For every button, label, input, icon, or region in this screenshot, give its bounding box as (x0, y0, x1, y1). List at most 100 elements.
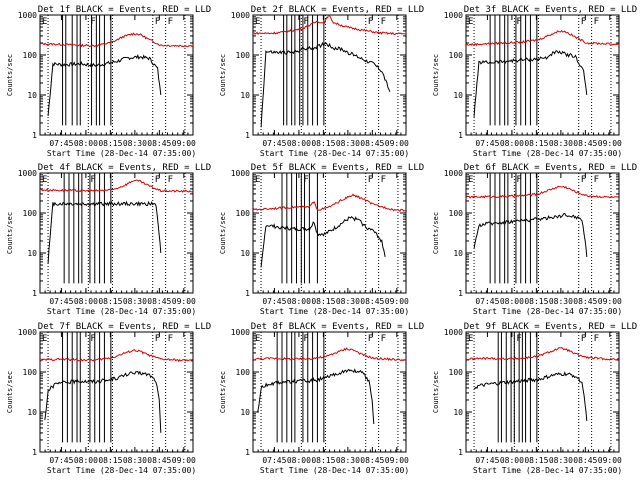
x-tick-label: 08:30 (336, 139, 360, 148)
detector-panel-2: Det 2f BLACK = Events, RED = LLD Counts/s… (219, 5, 424, 158)
x-tick-label: 08:00 (500, 456, 524, 465)
flag-label: F (581, 17, 586, 27)
y-tick-label: 10 (453, 91, 463, 100)
detector-panel-1: Det 1f BLACK = Events, RED = LLD Counts/s… (6, 5, 211, 158)
y-tick-label: 1 (245, 448, 250, 457)
lld-series-line (253, 193, 406, 213)
x-tick-label: 08:45 (360, 297, 384, 306)
panel-title: Det 5f BLACK = Events, RED = LLD (251, 163, 424, 173)
plot-frame (465, 14, 620, 136)
flag-label: F (303, 17, 308, 27)
y-tick-label: 1000 (444, 169, 463, 178)
panel-title: Det 2f BLACK = Events, RED = LLD (251, 5, 424, 15)
panel-title: Det 4f BLACK = Events, RED = LLD (38, 163, 211, 173)
detector-panel-4: Det 4f BLACK = Events, RED = LLD Counts/s… (6, 163, 211, 316)
x-tick-label: 08:45 (360, 456, 384, 465)
y-tick-label: 10 (27, 91, 37, 100)
flag-label-start: E (255, 334, 260, 344)
flag-label: F (516, 334, 521, 344)
y-tick-label: 10 (453, 408, 463, 417)
x-tick-label: 07:45 (262, 297, 286, 306)
flag-label: F (368, 175, 373, 185)
x-tick-label: 09:00 (172, 456, 196, 465)
flag-label: F (90, 175, 95, 185)
events-series-line (47, 200, 162, 264)
lld-series-line (466, 347, 619, 361)
x-tick-label: 09:00 (598, 297, 622, 306)
flag-label: F (368, 334, 373, 344)
x-tick-label: 08:00 (500, 139, 524, 148)
x-tick-label: 08:00 (74, 297, 98, 306)
flag-label: F (168, 334, 173, 344)
flag-label-start: E (255, 17, 260, 27)
flag-label-start: E (255, 175, 260, 185)
x-tick-label: 08:30 (336, 456, 360, 465)
flag-label: F (381, 175, 386, 185)
x-tick-label: 07:45 (49, 297, 73, 306)
x-axis-label: Start Time (28-Dec-14 07:35:00) (47, 466, 196, 475)
panel-title: Det 6f BLACK = Events, RED = LLD (464, 163, 637, 173)
y-axis-label: Counts/sec (6, 54, 14, 96)
plot-area (253, 173, 406, 293)
y-tick-label: 1 (245, 131, 250, 140)
lld-series-line (253, 347, 406, 362)
y-axis-label: Counts/sec (6, 212, 14, 254)
x-axis-label: Start Time (28-Dec-14 07:35:00) (260, 149, 409, 158)
y-tick-label: 10 (240, 408, 250, 417)
lld-series-line (40, 349, 193, 363)
lld-series-line (253, 15, 406, 36)
flag-label: F (303, 175, 308, 185)
panel-title: Det 9f BLACK = Events, RED = LLD (464, 322, 637, 332)
x-tick-label: 08:00 (74, 456, 98, 465)
x-tick-label: 08:30 (123, 456, 147, 465)
flag-label: F (516, 17, 521, 27)
x-tick-label: 07:45 (262, 139, 286, 148)
x-tick-label: 07:45 (49, 139, 73, 148)
x-tick-label: 08:15 (311, 297, 335, 306)
plot-frame (252, 331, 407, 453)
y-tick-label: 1000 (231, 328, 250, 337)
x-axis-label: Start Time (28-Dec-14 07:35:00) (260, 466, 409, 475)
y-axis-label: Counts/sec (432, 212, 440, 254)
x-tick-label: 08:45 (573, 297, 597, 306)
flag-label: F (581, 175, 586, 185)
y-axis-label: Counts/sec (6, 371, 14, 413)
y-tick-label: 100 (23, 209, 38, 218)
x-tick-label: 08:15 (98, 456, 122, 465)
y-tick-label: 1 (32, 289, 37, 298)
x-tick-label: 07:45 (475, 297, 499, 306)
panel-title: Det 8f BLACK = Events, RED = LLD (251, 322, 424, 332)
x-tick-label: 08:30 (549, 139, 573, 148)
lld-series-line (40, 179, 193, 194)
x-tick-label: 08:45 (147, 456, 171, 465)
x-tick-label: 07:45 (475, 139, 499, 148)
y-tick-label: 1 (32, 448, 37, 457)
x-tick-label: 09:00 (385, 297, 409, 306)
flag-label: F (516, 175, 521, 185)
x-tick-label: 08:00 (287, 139, 311, 148)
y-tick-label: 100 (23, 51, 38, 60)
plot-area (40, 332, 193, 452)
y-tick-label: 100 (236, 368, 251, 377)
x-axis-label: Start Time (28-Dec-14 07:35:00) (260, 307, 409, 316)
events-series-line (473, 49, 588, 117)
detector-panel-7: Det 7f BLACK = Events, RED = LLD Counts/s… (6, 322, 211, 475)
plot-frame (465, 172, 620, 294)
x-tick-label: 08:45 (573, 139, 597, 148)
events-series-line (260, 215, 386, 268)
x-tick-label: 07:45 (49, 456, 73, 465)
x-tick-label: 08:45 (147, 297, 171, 306)
detector-panel-6: Det 6f BLACK = Events, RED = LLD Counts/s… (432, 163, 637, 316)
plot-area (40, 15, 193, 135)
flag-label: F (594, 17, 599, 27)
x-tick-label: 08:15 (98, 139, 122, 148)
detector-panel-8: Det 8f BLACK = Events, RED = LLD Counts/s… (219, 322, 424, 475)
lld-series-line (466, 185, 619, 199)
x-tick-label: 08:00 (74, 139, 98, 148)
y-tick-label: 1 (458, 289, 463, 298)
x-axis-label: Start Time (28-Dec-14 07:35:00) (473, 307, 622, 316)
y-tick-label: 1000 (18, 11, 37, 20)
x-tick-label: 08:45 (573, 456, 597, 465)
y-tick-label: 100 (236, 209, 251, 218)
detector-panel-5: Det 5f BLACK = Events, RED = LLD Counts/s… (219, 163, 424, 316)
